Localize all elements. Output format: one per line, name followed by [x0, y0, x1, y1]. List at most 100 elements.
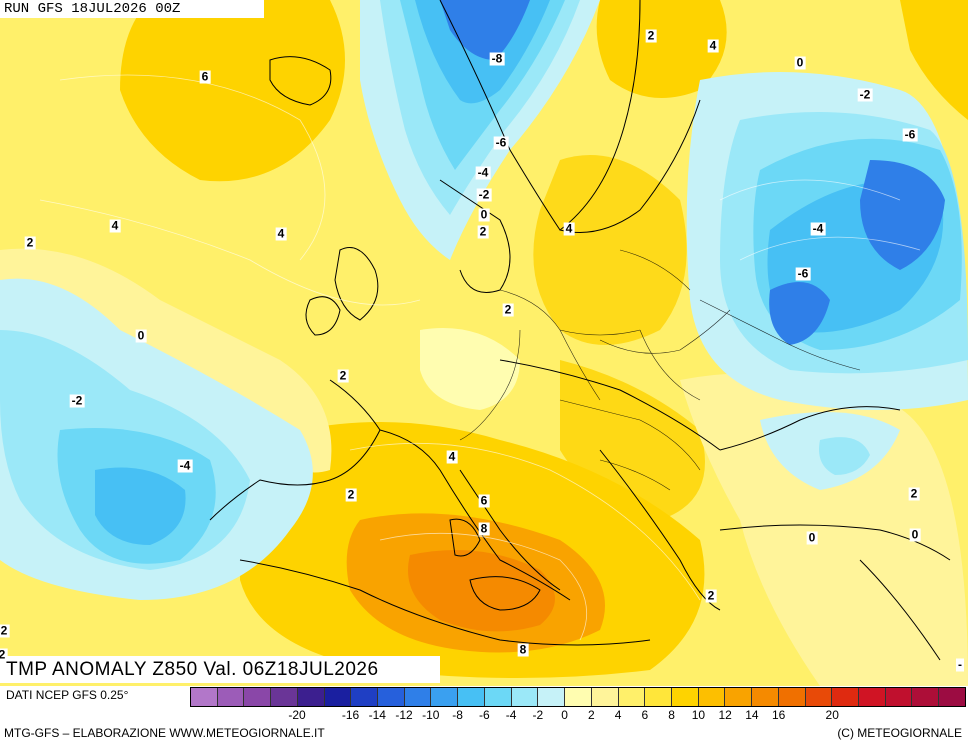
legend-swatch: [725, 688, 753, 706]
contour-value-label: 4: [707, 38, 719, 53]
contour-value-label: 0: [806, 530, 818, 545]
anomaly-zone-italy-core: [408, 550, 555, 632]
isotherm-contours: [39, 74, 921, 641]
legend-swatch: [805, 688, 833, 706]
legend-swatch: [858, 688, 886, 706]
contour-value-label: 2: [337, 368, 349, 383]
contour-value-label: -8: [489, 51, 505, 66]
legend-swatch: [484, 688, 512, 706]
legend-tick-label: -8: [452, 708, 463, 722]
contour-value-label: 0: [478, 207, 490, 222]
contour-value-label: 2: [477, 224, 489, 239]
legend-swatch: [324, 688, 352, 706]
contour-value-label: 2: [0, 623, 10, 638]
anomaly-zone-turkey-core: [819, 437, 870, 475]
legend-swatch: [565, 688, 592, 706]
contour-value-label: 0: [794, 55, 806, 70]
contour-value-label: -2: [69, 393, 85, 408]
contour-value-label: 6: [478, 493, 490, 508]
data-source: DATI NCEP GFS 0.25°: [6, 688, 129, 702]
legend-swatch: [752, 688, 779, 706]
legend-swatch: [378, 688, 405, 706]
legend-swatch: [939, 688, 965, 706]
contour-value-label: 2: [345, 487, 357, 502]
legend-tick-label: 14: [745, 708, 759, 722]
anomaly-zone-ukraine-deep: [769, 282, 830, 345]
legend-swatch: [244, 688, 272, 706]
anomaly-zone-atlantic-north: [120, 0, 345, 182]
run-label: RUN GFS 18JUL2026 00Z: [0, 0, 264, 18]
coastlines: [209, 0, 951, 661]
legend-swatch: [885, 688, 913, 706]
anomaly-zone-balkans: [560, 360, 705, 520]
contour-value-label: -2: [476, 187, 492, 202]
anomaly-zone-finland: [596, 0, 727, 98]
legend-tick-label: -4: [505, 708, 517, 722]
legend-tick-label: 12: [718, 708, 732, 722]
legend-ticks: -20 -16 -14 -12 -10 -8 -6 -4 -2 0 2 4 6 8 10 12 14 16 20: [190, 708, 966, 724]
legend-tick-label: -6: [479, 708, 490, 722]
legend-swatch: [431, 688, 459, 706]
legend-tick-label: 6: [641, 708, 649, 722]
contour-value-label: 2: [645, 28, 657, 43]
contour-value-label: 4: [275, 226, 287, 241]
contour-value-label: 4: [563, 221, 575, 236]
map-title: TMP ANOMALY Z850 Val. 06Z18JUL2026: [0, 656, 440, 683]
legend-swatch: [778, 688, 806, 706]
contour-value-label: 0: [135, 328, 147, 343]
legend-swatch: [458, 688, 485, 706]
legend-tick-label: -14: [368, 708, 386, 722]
contour-value-label: 8: [478, 521, 490, 536]
color-legend: [190, 687, 966, 707]
anomaly-zone-atlantic-cold-core: [95, 467, 186, 545]
anomaly-zone-scandinavia: [533, 155, 687, 345]
contour-value-label: -6: [493, 135, 509, 150]
legend-tick-label: 16: [772, 708, 786, 722]
legend-swatch: [404, 688, 432, 706]
legend-tick-label: -12: [395, 708, 413, 722]
temperature-anomaly-map: [0, 0, 968, 686]
anomaly-zone-northeast: [900, 0, 968, 120]
legend-swatch: [271, 688, 298, 706]
contour-value-label: 2: [0, 648, 8, 662]
legend-tick-label: -10: [422, 708, 440, 722]
legend-swatch: [351, 688, 379, 706]
legend-swatch: [832, 688, 859, 706]
legend-swatch: [618, 688, 646, 706]
legend-swatch: [912, 688, 940, 706]
contour-value-label: 2: [502, 302, 514, 317]
legend-tick-label: -20: [288, 708, 306, 722]
footer-copyright: (C) METEOGIORNALE: [837, 726, 962, 740]
contour-value-label: 4: [446, 449, 458, 464]
legend-swatch: [698, 688, 726, 706]
contour-value-label: -2: [857, 87, 873, 102]
legend-swatch: [645, 688, 672, 706]
anomaly-zone-pale-east: [680, 373, 968, 686]
contour-value-label: -: [956, 657, 964, 672]
contour-value-label: -4: [475, 165, 491, 180]
legend-tick-label: -16: [341, 708, 360, 722]
contour-value-label: 6: [199, 69, 211, 84]
legend-tick-label: 10: [691, 708, 706, 722]
legend-tick-label: -2: [532, 708, 544, 722]
legend-swatch: [217, 688, 245, 706]
legend-swatch: [538, 688, 566, 706]
contour-value-label: -6: [795, 266, 811, 281]
legend-swatch: [191, 688, 218, 706]
contour-value-label: 8: [517, 642, 529, 657]
contour-value-label: 2: [705, 588, 717, 603]
contour-value-label: 4: [109, 218, 121, 233]
legend-tick-label: 20: [825, 708, 839, 722]
legend-swatch: [591, 688, 619, 706]
anomaly-zone-russia-deep: [860, 160, 945, 270]
contour-value-label: 2: [24, 235, 36, 250]
contour-value-label: 2: [908, 486, 920, 501]
legend-swatch: [511, 688, 539, 706]
contour-value-label: 0: [909, 527, 921, 542]
footer-credit: MTG-GFS – ELABORAZIONE WWW.METEOGIORNALE…: [4, 726, 325, 740]
legend-swatch: [671, 688, 699, 706]
country-borders: [459, 249, 861, 491]
legend-tick-label: 4: [614, 708, 622, 722]
legend-tick-label: 0: [561, 708, 568, 722]
